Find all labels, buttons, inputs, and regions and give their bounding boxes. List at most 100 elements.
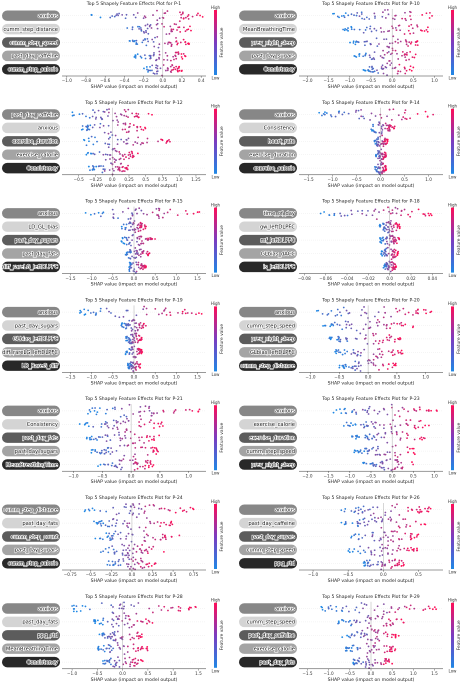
shap-point (394, 364, 397, 367)
shap-point (174, 409, 177, 411)
shap-point (388, 129, 391, 132)
shap-point (123, 520, 126, 522)
shap-point (359, 354, 362, 357)
shap-point (360, 115, 363, 118)
shap-point (170, 71, 173, 74)
shap-point (173, 66, 175, 69)
x-tick-label: −0.5 (86, 572, 97, 577)
shap-point (135, 256, 138, 259)
shap-point (100, 425, 103, 428)
feature-label: anxious (38, 211, 58, 217)
shap-point (329, 114, 332, 116)
shap-point (145, 549, 147, 551)
shap-point (129, 661, 132, 664)
shap-point (130, 565, 132, 568)
shap-point (376, 631, 379, 634)
shap-point (132, 547, 135, 550)
shap-point (345, 620, 347, 623)
shap-point (139, 224, 142, 227)
shap-point (404, 17, 407, 20)
shap-point (368, 617, 371, 620)
shap-point (363, 603, 366, 606)
shap-point (382, 603, 385, 606)
shap-point (102, 211, 105, 214)
shap-point (357, 109, 360, 112)
shap-point (400, 538, 403, 541)
x-tick-label: −0.08 (298, 276, 311, 281)
feature-label: LD_RareG_diff (22, 364, 59, 370)
shap-point (391, 559, 394, 562)
shap-point (134, 228, 137, 231)
shap-point (118, 431, 120, 434)
shap-point (374, 628, 376, 631)
colorbar (214, 207, 217, 273)
shap-point (401, 51, 404, 53)
shap-point (421, 438, 423, 441)
feature-label: exercise_calorie (254, 647, 295, 653)
shap-point (380, 125, 383, 128)
shap-point (110, 649, 113, 652)
shap-point (141, 552, 144, 554)
shap-point (151, 211, 154, 214)
shap-point (394, 414, 396, 416)
shap-point (139, 565, 142, 568)
shap-point (394, 238, 397, 241)
shap-point (104, 662, 107, 665)
shap-point (124, 434, 126, 437)
shap-point (110, 604, 113, 607)
shap-point (321, 608, 324, 611)
shap-point (119, 537, 122, 540)
shap-point (143, 67, 145, 70)
shap-point (380, 526, 383, 529)
shap-point (127, 565, 129, 568)
shap-point (123, 653, 126, 656)
colorbar (451, 207, 454, 273)
shap-point (329, 325, 332, 328)
shap-point (102, 463, 105, 466)
shap-point (113, 147, 116, 150)
shap-point (386, 74, 388, 77)
shap-point (177, 311, 179, 314)
shap-point (367, 561, 369, 564)
shap-point (114, 638, 117, 641)
shap-point (89, 438, 91, 441)
shap-point (432, 113, 435, 116)
shap-point (104, 434, 107, 437)
shap-point (359, 621, 361, 624)
shap-point (117, 14, 120, 17)
shap-point (338, 324, 341, 326)
shap-point (398, 322, 401, 325)
shap-point (416, 534, 419, 537)
shap-point (172, 68, 175, 71)
shap-point (118, 512, 120, 515)
feature-bar (2, 558, 60, 569)
x-tick-label: 1.0 (173, 276, 180, 281)
shap-point (124, 128, 127, 131)
shap-point (367, 659, 370, 662)
shap-point (396, 466, 399, 469)
shap-point (81, 125, 84, 127)
shap-point (396, 456, 399, 458)
shap-point (174, 51, 177, 54)
shap-point (168, 524, 171, 527)
shap-point (397, 337, 399, 340)
shap-point (73, 114, 75, 117)
shap-point (121, 543, 124, 546)
shap-point (137, 263, 140, 266)
shap-point (133, 543, 136, 546)
shap-point (138, 235, 141, 238)
shap-point (105, 449, 107, 451)
shap-point (385, 658, 387, 661)
shap-point (345, 309, 348, 312)
shap-point (367, 509, 370, 511)
feature-bar (2, 347, 60, 358)
shap-point (146, 550, 149, 553)
shap-point (381, 237, 383, 240)
shap-point (170, 536, 173, 538)
shap-point (175, 23, 178, 26)
shap-point (391, 42, 394, 45)
shap-point (381, 134, 384, 137)
shap-point (125, 323, 127, 325)
shap-point (144, 24, 147, 27)
shap-point (136, 53, 139, 56)
